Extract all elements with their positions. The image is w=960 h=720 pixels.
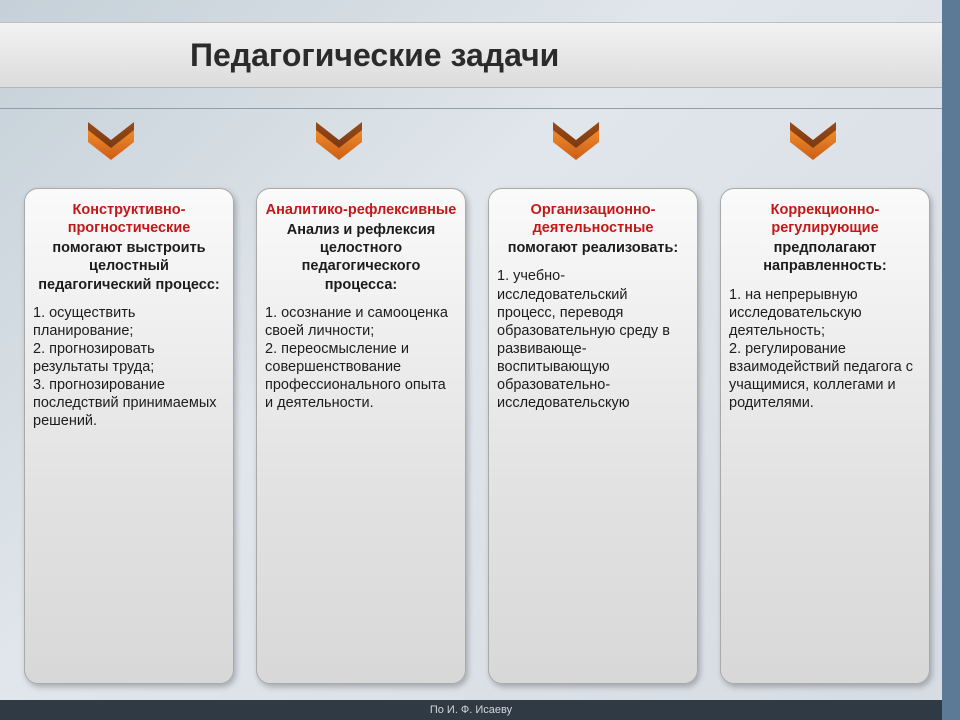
column-4-subtitle: предполагают направленность: — [729, 239, 921, 275]
column-2-subtitle: Анализ и рефлексия целостного педагогиче… — [265, 221, 457, 294]
right-stripe — [942, 0, 960, 720]
column-2: Аналитико-рефлексивные Анализ и рефлекси… — [256, 188, 466, 684]
chevron-down-icon — [88, 122, 134, 160]
chevron-down-icon — [316, 122, 362, 160]
column-2-body: 1. осознание и самооценка своей личности… — [265, 304, 457, 413]
column-1-subtitle: помогают выстроить целостный педагогичес… — [33, 239, 225, 293]
column-3-subtitle: помогают реализовать: — [497, 239, 689, 257]
page-title: Педагогические задачи — [190, 37, 559, 74]
column-4: Коррекционно-регулирующие предполагают н… — [720, 188, 930, 684]
chevron-down-icon — [790, 122, 836, 160]
column-1-body: 1. осуществить планирование; 2. прогнози… — [33, 304, 225, 431]
column-4-body: 1. на непрерывную исследовательскую деят… — [729, 286, 921, 413]
title-bar: Педагогические задачи — [0, 22, 942, 88]
divider-under-title — [0, 108, 942, 109]
arrows-row — [0, 122, 942, 172]
column-1: Конструктивно-прогностические помогают в… — [24, 188, 234, 684]
column-3-title: Организационно-деятельностные — [497, 201, 689, 237]
footer: По И. Ф. Исаеву — [0, 700, 942, 720]
chevron-down-icon — [553, 122, 599, 160]
column-2-title: Аналитико-рефлексивные — [265, 201, 457, 219]
column-1-title: Конструктивно-прогностические — [33, 201, 225, 237]
footer-text: По И. Ф. Исаеву — [430, 704, 512, 716]
column-3-body: 1. учебно-исследовательский процесс, пер… — [497, 267, 689, 412]
columns: Конструктивно-прогностические помогают в… — [24, 188, 930, 684]
column-3: Организационно-деятельностные помогают р… — [488, 188, 698, 684]
column-4-title: Коррекционно-регулирующие — [729, 201, 921, 237]
